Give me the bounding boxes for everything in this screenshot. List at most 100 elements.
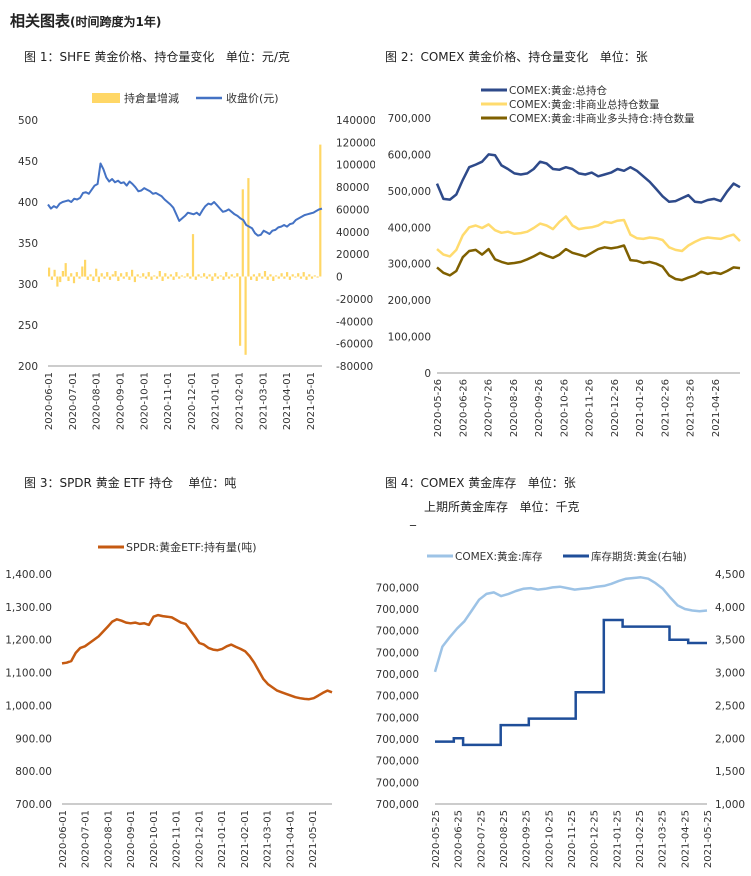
- fig1-bar: [70, 273, 73, 277]
- fig1-right-tick-7: 60000: [336, 204, 369, 216]
- fig1-xtick-11: 2021-05-01: [306, 372, 317, 430]
- fig1-bar: [191, 234, 195, 277]
- fig1-bar: [147, 272, 150, 277]
- fig1-left-tick-5: 450: [18, 156, 38, 168]
- fig1-bar: [150, 276, 153, 280]
- fig2-xtick-1: 2020-06-26: [458, 379, 469, 437]
- fig2-xtick-8: 2021-01-26: [635, 379, 646, 437]
- fig4-left-tick-1: 10,700,000: [375, 777, 419, 789]
- fig1-right-tick-2: -40000: [336, 316, 373, 328]
- fig1-bar: [316, 276, 319, 278]
- fig1-bar: [175, 272, 178, 277]
- fig1-bar: [81, 266, 84, 277]
- fig4-xtick-0: 2020-05-25: [431, 810, 442, 868]
- fig3-xtick-11: 2021-05-01: [308, 810, 319, 868]
- fig1-bar: [294, 276, 297, 278]
- fig1-bar: [142, 273, 145, 277]
- page-title: 相关图表(时间跨度为1年): [10, 12, 162, 30]
- fig1-bar: [208, 274, 211, 277]
- fig4-left-tick-3: 16,700,000: [375, 734, 419, 746]
- fig2-xtick-10: 2021-03-26: [686, 379, 697, 437]
- fig1-bar: [239, 276, 242, 346]
- fig1-bar: [244, 276, 247, 355]
- fig3-xtick-5: 2020-11-01: [172, 810, 183, 868]
- fig1-bar: [189, 276, 192, 279]
- fig1-bar: [211, 276, 214, 281]
- fig4-shfe-line: [435, 618, 707, 747]
- fig4-left-tick-0: 7,700,000: [375, 799, 419, 811]
- fig1-left-tick-1: 250: [18, 320, 38, 332]
- fig1-xtick-9: 2021-03-01: [258, 372, 269, 430]
- fig1-bar: [167, 276, 170, 279]
- fig1-bar: [56, 276, 59, 287]
- fig3-tick-6: 1,300.00: [5, 602, 52, 614]
- fig1-bar: [291, 274, 294, 277]
- fig1-bar: [103, 276, 106, 279]
- fig1-bar: [203, 273, 206, 277]
- fig4-xtick-1: 2020-06-25: [454, 810, 465, 868]
- fig1-bar: [67, 276, 70, 281]
- fig4-xtick-3: 2020-08-25: [499, 810, 510, 868]
- fig3-tick-0: 700.00: [15, 799, 52, 811]
- fig2-legend-label-0: COMEX:黄金:总持仓: [509, 84, 608, 97]
- fig1-bar: [75, 272, 78, 277]
- fig1-bar: [61, 271, 64, 277]
- fig2-xtick-3: 2020-08-26: [509, 379, 520, 437]
- fig1-bar: [97, 276, 100, 283]
- fig1-bar: [194, 276, 197, 280]
- fig1-bar: [161, 276, 164, 281]
- fig1-left-tick-0: 200: [18, 361, 38, 373]
- fig1-bar: [222, 276, 225, 280]
- fig1-bar: [144, 276, 148, 279]
- fig3-xtick-8: 2021-02-01: [240, 810, 251, 868]
- fig1-bar: [50, 276, 53, 280]
- fig4-xtick-5: 2020-10-25: [544, 810, 555, 868]
- fig1-bar: [313, 275, 316, 277]
- fig1-bar: [319, 144, 322, 277]
- fig1-bar: [178, 276, 181, 279]
- fig2-legend-label-1: COMEX:黄金:非商业总持仓数量: [509, 98, 660, 111]
- fig1-bar: [280, 273, 283, 277]
- fig1-bar: [122, 276, 125, 279]
- fig4-left-tick-5: 22,700,000: [375, 691, 419, 703]
- fig2-tick-1: 100,000: [388, 332, 431, 344]
- fig1-bar: [78, 276, 81, 279]
- fig3-xtick-2: 2020-08-01: [103, 810, 114, 868]
- fig2-tick-6: 600,000: [388, 149, 431, 161]
- fig4-left-tick-8: 31,700,000: [375, 626, 419, 638]
- fig1-bar: [92, 276, 95, 281]
- fig1-bar: [216, 276, 219, 279]
- fig1-bar: [89, 274, 92, 277]
- fig1-bar: [59, 276, 62, 283]
- fig1-bar: [164, 273, 167, 277]
- fig1-bar: [108, 276, 112, 280]
- fig1-bar: [133, 276, 136, 283]
- fig4-left-tick-6: 25,700,000: [375, 669, 419, 681]
- fig1-xtick-8: 2021-02-01: [235, 372, 246, 430]
- fig1-bar: [288, 276, 291, 280]
- fig2-tick-0: 0: [424, 368, 431, 380]
- fig2-xtick-11: 2021-04-26: [711, 379, 722, 437]
- fig1-bar: [139, 276, 142, 278]
- fig3-chart: 700.00 800.00 900.00 1,000.00 1,100.00 1,200.…: [5, 540, 333, 868]
- fig4-right-tick-1: 1,500: [715, 766, 745, 778]
- fig1-right-tick-9: 100000: [336, 160, 375, 172]
- fig1-right-tick-3: -20000: [336, 294, 373, 306]
- fig1-bar: [255, 276, 258, 281]
- fig1-bar: [272, 276, 275, 281]
- fig4-right-tick-7: 4,500: [715, 569, 745, 581]
- fig4-comex-line: [433, 576, 708, 673]
- fig1-bar: [230, 274, 233, 277]
- fig1-bar: [114, 271, 117, 277]
- fig1-xtick-10: 2021-04-01: [282, 372, 293, 430]
- fig1-bar: [302, 272, 305, 277]
- fig1-left-tick-6: 500: [18, 115, 38, 127]
- fig1-bar: [131, 269, 134, 277]
- fig2-legend-label-2: COMEX:黄金:非商业多头持仓:持仓数量: [509, 112, 695, 125]
- fig1-bar: [308, 274, 311, 277]
- fig3-tick-2: 900.00: [15, 733, 52, 745]
- fig3-xtick-3: 2020-09-01: [126, 810, 137, 868]
- fig2-tick-4: 400,000: [388, 222, 431, 234]
- fig1-bar: [64, 263, 67, 277]
- fig1-bar: [172, 276, 175, 280]
